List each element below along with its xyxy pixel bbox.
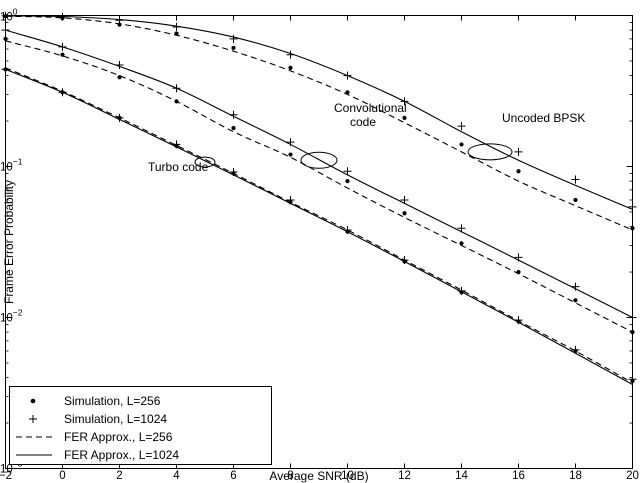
convolutional-code-sim-l256-point	[174, 99, 179, 104]
turbo-code-sim-l256-point	[117, 115, 122, 120]
uncoded-bpsk-sim-l256-point	[516, 169, 521, 174]
legend-label: FER Approx., L=256	[64, 430, 173, 444]
uncoded-bpsk-approx-l1024-line	[5, 15, 633, 210]
x-tick-label: 16	[512, 470, 525, 482]
convolutional-code-sim-l256-point	[516, 269, 521, 275]
y-tick-exponent: −1	[13, 157, 23, 167]
convolutional-code-sim-l256-point	[60, 52, 65, 57]
convolutional-code-sim-l1024-point	[514, 253, 523, 262]
convolutional-code-sim-l256-point	[402, 211, 407, 216]
convolutional-code-sim-l1024-point	[571, 282, 580, 291]
legend-plus-marker	[29, 415, 37, 423]
y-tick-base: 10	[0, 12, 13, 24]
annotation-label: code	[350, 115, 376, 129]
convolutional-code-sim-l256-point	[345, 179, 350, 184]
convolutional-code-sim-l256-point	[231, 125, 236, 131]
convolutional-code-sim-l256-point	[459, 241, 464, 246]
x-tick-label: 20	[626, 470, 639, 482]
uncoded-bpsk-sim-l256-point	[402, 115, 407, 120]
legend-dot-marker	[30, 398, 36, 404]
y-tick-label: 10−1	[0, 157, 23, 174]
uncoded-bpsk-sim-l1024-point	[343, 71, 352, 80]
y-axis-label: Frame Error Probability	[2, 180, 16, 304]
x-tick-label: 2	[116, 470, 122, 482]
legend-label: Simulation, L=1024	[64, 412, 167, 426]
y-tick-label: 100	[0, 7, 18, 24]
x-tick-label: 12	[398, 470, 411, 482]
turbo-code-sim-l256-point	[60, 90, 65, 95]
uncoded-bpsk-sim-l1024-point	[286, 50, 295, 59]
turbo-code-sim-l256-point	[231, 171, 236, 176]
legend-label: FER Approx., L=1024	[64, 448, 179, 462]
turbo-code-sim-l256-point	[459, 290, 464, 295]
uncoded-bpsk-sim-l1024-point	[457, 122, 466, 131]
legend-label: Simulation, L=256	[64, 394, 161, 408]
uncoded-bpsk-sim-l256-point	[573, 197, 578, 203]
convolutional-code-sim-l256-point	[573, 298, 578, 303]
x-tick-label: 4	[173, 470, 180, 482]
x-tick-label: 18	[569, 470, 582, 482]
uncoded-bpsk-sim-l256-point	[459, 142, 464, 147]
x-tick-label: −2	[0, 470, 12, 482]
y-tick-label: 10−2	[0, 308, 23, 325]
annotation-ellipses	[194, 143, 513, 169]
turbo-code-sim-l256-point	[288, 200, 293, 205]
uncoded-bpsk-sim-l1024-point	[514, 147, 523, 156]
x-tick-label: 8	[287, 470, 293, 482]
y-tick-base: 10	[0, 162, 13, 174]
uncoded-bpsk-sim-l1024-point	[400, 97, 409, 106]
turbo-code-sim-l256-point	[402, 259, 407, 264]
x-tick-label: 10	[341, 470, 354, 482]
y-tick-base: 10	[0, 464, 13, 476]
legend: Simulation, L=256 Simulation, L=1024 FER A…	[9, 386, 272, 465]
turbo-code-sim-l256-point	[174, 143, 179, 148]
uncoded-bpsk-ellipse	[467, 143, 513, 161]
convolutional-code-sim-l1024-point	[286, 138, 295, 147]
y-tick-base: 10	[0, 313, 13, 325]
uncoded-bpsk-sim-l1024-point	[571, 175, 580, 184]
y-tick-exponent: −2	[13, 308, 23, 318]
convolutional-code-sim-l256-point	[288, 152, 293, 157]
uncoded-bpsk-approx-l256-line	[5, 15, 633, 231]
convolutional-code-sim-l1024-point	[229, 110, 238, 119]
x-axis: −2 0 2 4 6 8 10 12 14 16 18 20	[0, 15, 639, 482]
turbo-code-sim-l256-point	[516, 319, 521, 324]
x-tick-label: 6	[230, 470, 236, 482]
convolutional-code-sim-l1024-point	[115, 61, 124, 70]
annotation-label: Uncoded BPSK	[502, 111, 585, 125]
plot-frame	[5, 15, 633, 469]
x-tick-label: 0	[59, 470, 65, 482]
turbo-code-ellipse	[194, 156, 216, 168]
convolutional-code-sim-l1024-point	[172, 84, 181, 93]
uncoded-bpsk-sim-l256-point	[231, 45, 236, 51]
uncoded-bpsk-sim-l1024-point	[229, 34, 238, 43]
turbo-code-sim-l256-point	[345, 229, 350, 234]
x-tick-label: 14	[455, 470, 468, 482]
convolutional-code-sim-l1024-point	[58, 42, 67, 51]
annotation-label: Convolutional	[334, 101, 407, 115]
uncoded-bpsk-sim-l256-point	[288, 65, 293, 70]
convolutional-code-sim-l1024-point	[457, 224, 466, 233]
convolutional-code-sim-l1024-point	[343, 167, 352, 176]
x-axis-label: Average SNR (dB)	[269, 469, 368, 483]
uncoded-bpsk-sim-l256-point	[345, 90, 350, 95]
uncoded-bpsk-sim-l256-point	[117, 22, 122, 27]
y-tick-exponent: 0	[13, 7, 18, 17]
convolutional-code-sim-l256-point	[117, 75, 122, 80]
uncoded-bpsk-sim-l1024-point	[172, 22, 181, 31]
turbo-code-sim-l256-point	[573, 348, 578, 354]
annotation-label: Turbo code	[148, 160, 209, 174]
uncoded-bpsk-sim-l256-point	[174, 31, 179, 36]
convolutional-code-sim-l1024-point	[400, 195, 409, 204]
legend-box	[9, 386, 272, 465]
convolutional-code-ellipse	[300, 151, 338, 169]
